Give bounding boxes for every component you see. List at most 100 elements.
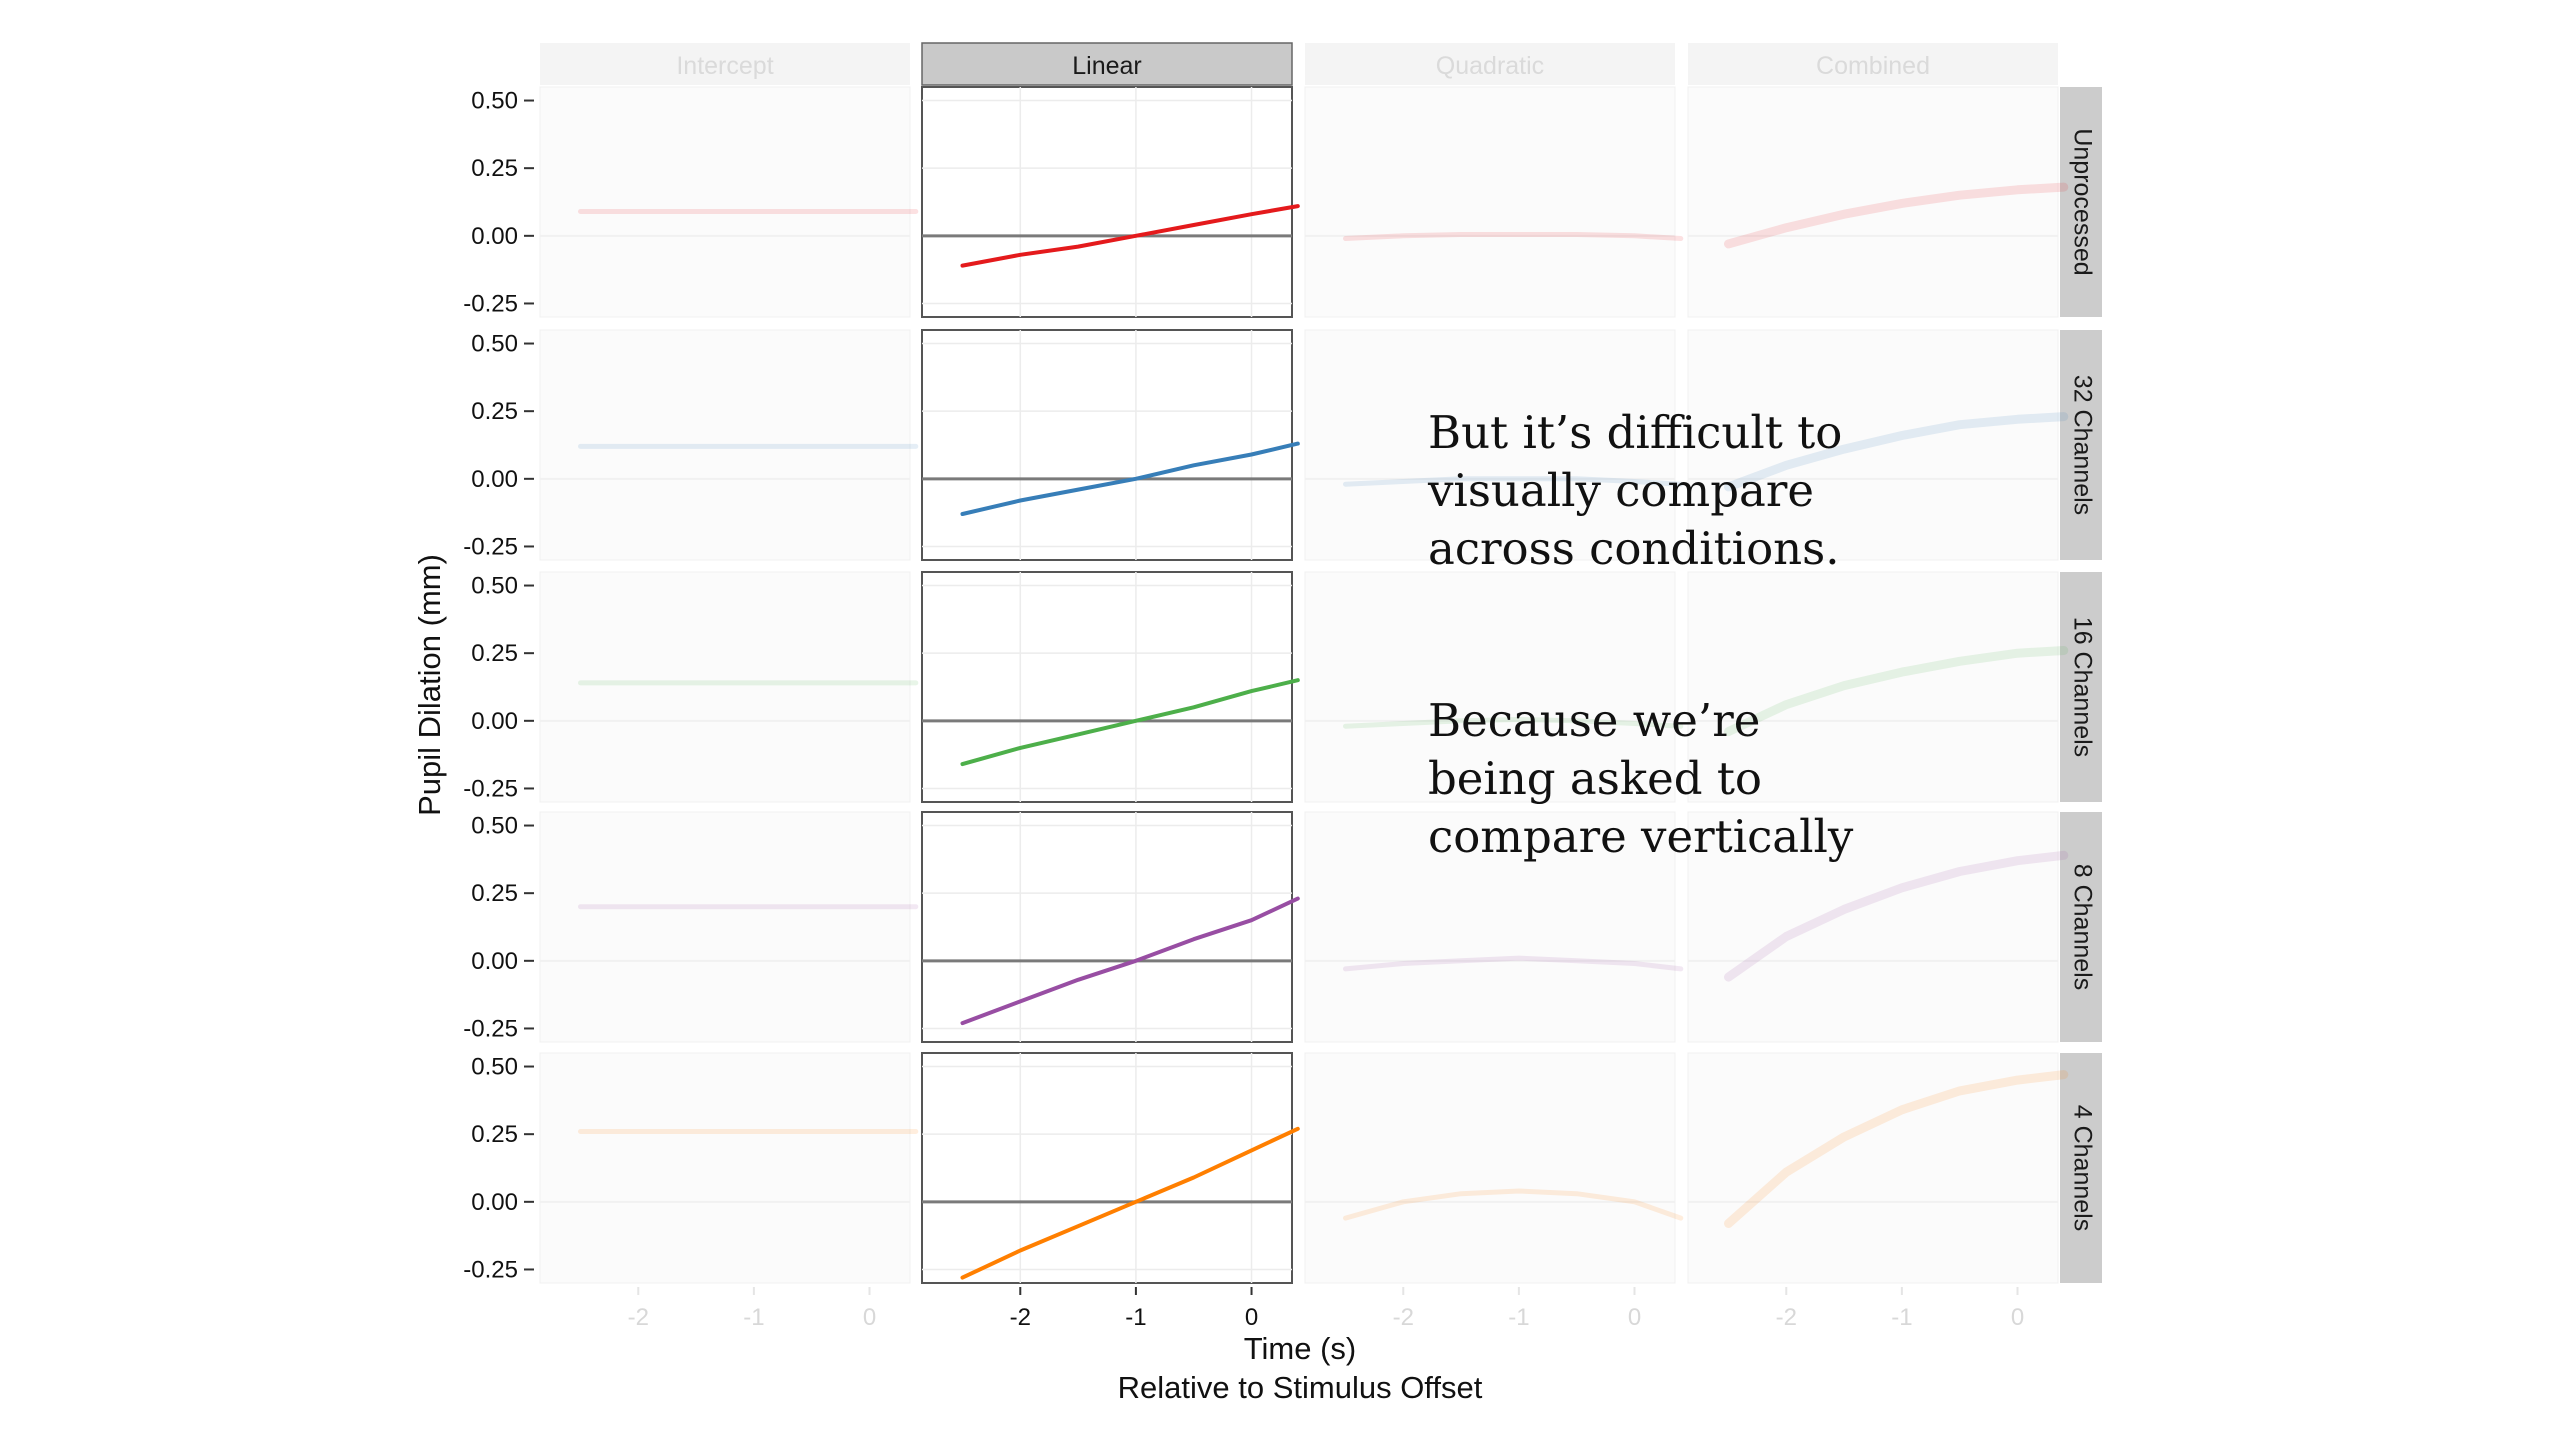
panel-32-channels-linear bbox=[921, 329, 1300, 561]
series-line-8-channels-quadratic bbox=[1343, 955, 1684, 972]
panel-8-channels-linear bbox=[921, 811, 1300, 1043]
x-tick-label-linear: -1 bbox=[1125, 1304, 1146, 1331]
y-tick-label: -0.25 bbox=[463, 290, 518, 317]
column-strip-intercept bbox=[540, 43, 910, 85]
x-tick-label-intercept: -1 bbox=[743, 1304, 764, 1331]
y-tick-label: 0.50 bbox=[471, 573, 518, 600]
panel-32-channels-quadratic bbox=[1304, 329, 1684, 561]
y-tick-label: -0.25 bbox=[463, 775, 518, 802]
row-strip-16-channels bbox=[2060, 572, 2102, 802]
column-strip-label-intercept: Intercept bbox=[676, 52, 773, 80]
panel-background bbox=[1687, 329, 2059, 561]
y-tick-label: 0.25 bbox=[471, 398, 518, 425]
panel-16-channels-linear bbox=[921, 571, 1300, 803]
column-strip-combined bbox=[1688, 43, 2058, 85]
column-strip-label-linear: Linear bbox=[1072, 52, 1142, 80]
panel-4-channels-quadratic bbox=[1304, 1052, 1684, 1284]
row-strip-label-unprocessed: Unprocessed bbox=[2068, 128, 2096, 275]
y-axis-title: Pupil Dilation (mm) bbox=[412, 554, 447, 816]
row-strip-unprocessed bbox=[2060, 87, 2102, 317]
series-line-8-channels-linear bbox=[960, 896, 1300, 1026]
panel-background bbox=[539, 329, 911, 561]
panel-unprocessed-intercept bbox=[539, 86, 919, 318]
series-line-32-channels-quadratic bbox=[1343, 476, 1684, 487]
y-tick-label: 0.00 bbox=[471, 948, 518, 975]
series-line-16-channels-combined bbox=[1724, 646, 2069, 737]
panel-unprocessed-combined bbox=[1687, 86, 2069, 318]
panel-background bbox=[921, 571, 1293, 803]
y-tick-label: 0.50 bbox=[471, 813, 518, 840]
panel-background bbox=[1304, 571, 1676, 803]
x-tick-label-combined: 0 bbox=[2011, 1304, 2024, 1331]
panel-background bbox=[1304, 329, 1676, 561]
panel-16-channels-intercept bbox=[539, 571, 919, 803]
series-line-4-channels-quadratic bbox=[1343, 1188, 1684, 1221]
series-line-16-channels-linear bbox=[960, 678, 1300, 767]
row-strip-label-4-channels: 4 Channels bbox=[2068, 1105, 2096, 1231]
y-tick-label: 0.50 bbox=[471, 88, 518, 115]
row-strip-4-channels bbox=[2060, 1053, 2102, 1283]
series-line-unprocessed-linear bbox=[960, 204, 1300, 268]
row-strip-label-16-channels: 16 Channels bbox=[2068, 617, 2096, 757]
panel-32-channels-combined bbox=[1687, 329, 2069, 561]
x-tick-label-combined: -1 bbox=[1891, 1304, 1912, 1331]
x-tick-label-linear: -2 bbox=[1010, 1304, 1031, 1331]
panel-background bbox=[1304, 811, 1676, 1043]
y-tick-label: 0.25 bbox=[471, 640, 518, 667]
x-tick-label-combined: -2 bbox=[1776, 1304, 1797, 1331]
series-line-32-channels-combined bbox=[1724, 412, 2069, 492]
y-tick-label: 0.50 bbox=[471, 331, 518, 358]
panel-background bbox=[539, 571, 911, 803]
panel-8-channels-combined bbox=[1687, 811, 2069, 1043]
y-tick-label: 0.00 bbox=[471, 466, 518, 493]
panel-background bbox=[1687, 1052, 2059, 1284]
y-tick-label: -0.25 bbox=[463, 1256, 518, 1283]
series-line-unprocessed-combined bbox=[1724, 182, 2069, 249]
series-line-16-channels-quadratic bbox=[1343, 717, 1684, 729]
panel-background bbox=[921, 86, 1293, 318]
panel-background bbox=[1687, 811, 2059, 1043]
panel-background bbox=[539, 811, 911, 1043]
y-tick-label: 0.50 bbox=[471, 1054, 518, 1081]
y-tick-label: 0.25 bbox=[471, 1121, 518, 1148]
x-tick-label-quadratic: 0 bbox=[1628, 1304, 1641, 1331]
x-tick-label-intercept: -2 bbox=[628, 1304, 649, 1331]
x-axis-subtitle: Relative to Stimulus Offset bbox=[1118, 1370, 1483, 1405]
y-tick-label: 0.25 bbox=[471, 155, 518, 182]
panel-background bbox=[539, 86, 911, 318]
x-tick-label-quadratic: -1 bbox=[1508, 1304, 1529, 1331]
panel-background bbox=[1304, 86, 1676, 318]
annotation-compare-vertically: Because we’re being asked to compare ver… bbox=[1428, 694, 1854, 863]
y-tick-label: 0.25 bbox=[471, 880, 518, 907]
panel-unprocessed-quadratic bbox=[1304, 86, 1684, 318]
x-tick-label-quadratic: -2 bbox=[1393, 1304, 1414, 1331]
series-line-8-channels-combined bbox=[1724, 850, 2069, 982]
series-line-unprocessed-quadratic bbox=[1343, 232, 1684, 241]
panel-background bbox=[1687, 571, 2059, 803]
panel-4-channels-intercept bbox=[539, 1052, 919, 1284]
row-strip-label-8-channels: 8 Channels bbox=[2068, 864, 2096, 990]
panel-background bbox=[921, 1052, 1293, 1284]
panel-16-channels-quadratic bbox=[1304, 571, 1684, 803]
panel-32-channels-intercept bbox=[539, 329, 919, 561]
y-tick-label: -0.25 bbox=[463, 1015, 518, 1042]
panel-unprocessed-linear bbox=[921, 86, 1300, 318]
panel-16-channels-combined bbox=[1687, 571, 2069, 803]
y-tick-label: 0.00 bbox=[471, 1189, 518, 1216]
x-tick-label-intercept: 0 bbox=[863, 1304, 876, 1331]
column-strip-label-combined: Combined bbox=[1816, 52, 1930, 80]
x-tick-label-linear: 0 bbox=[1245, 1304, 1258, 1331]
panel-background bbox=[921, 329, 1293, 561]
series-line-4-channels-linear bbox=[960, 1126, 1300, 1280]
y-tick-label: 0.00 bbox=[471, 708, 518, 735]
series-line-32-channels-linear bbox=[960, 441, 1300, 516]
column-strip-quadratic bbox=[1305, 43, 1675, 85]
panel-4-channels-linear bbox=[921, 1052, 1300, 1284]
annotation-difficult-compare: But it’s difficult to visually compare a… bbox=[1428, 406, 1843, 575]
panel-background bbox=[539, 1052, 911, 1284]
panel-4-channels-combined bbox=[1687, 1052, 2069, 1284]
panel-8-channels-quadratic bbox=[1304, 811, 1684, 1043]
row-strip-label-32-channels: 32 Channels bbox=[2068, 375, 2096, 515]
x-axis-title: Time (s) bbox=[1244, 1331, 1357, 1366]
